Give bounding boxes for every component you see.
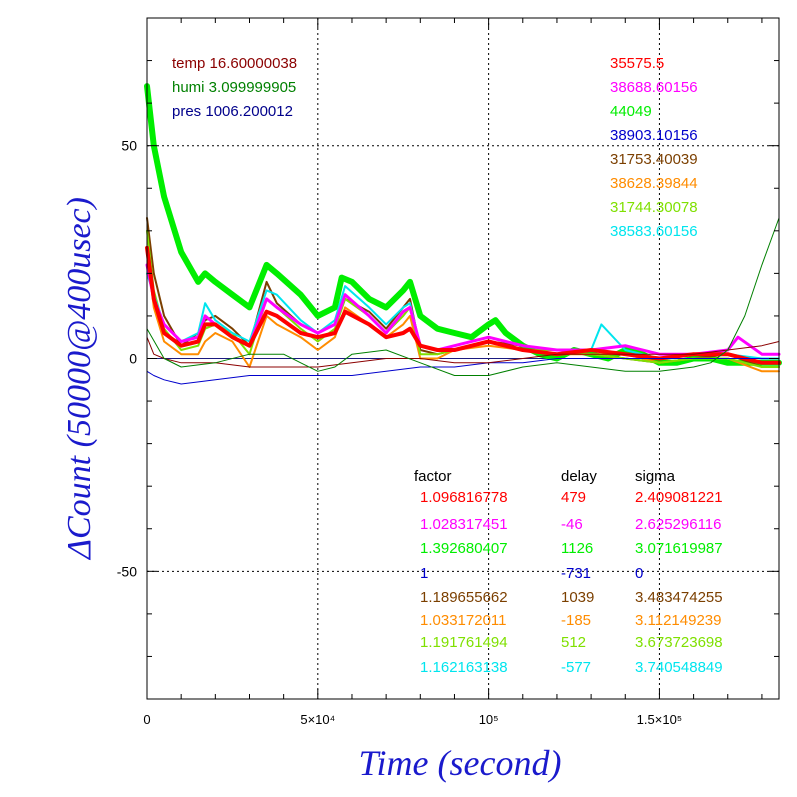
series-line [146,358,780,385]
tick-marks [146,17,779,700]
table-factor: 1.189655662 [420,589,508,606]
tick-labels: 0 5×10⁴ 10⁵ 1.5×10⁵ 50 0 -50 [117,138,682,727]
table-factor: 1.191761494 [420,634,508,651]
table-factor: 1.162163138 [420,659,508,676]
y-tick-label: -50 [117,563,137,579]
y-tick-label: 0 [129,351,137,367]
param-table: factor delay sigma 1.096816778 479 2.409… [414,468,723,676]
table-factor: 1 [420,565,428,582]
table-factor: 1.096816778 [420,489,508,506]
table-sigma: 3.483474255 [635,589,723,606]
series-line [145,245,781,365]
mean-label: 38583.60156 [610,223,698,240]
x-tick-label: 5×10⁴ [300,712,335,727]
table-sigma: 3.071619987 [635,540,723,557]
x-tick-label: 10⁵ [479,712,499,727]
table-factor: 1.392680407 [420,540,508,557]
table-delay: 479 [561,489,586,506]
table-sigma: 2.625296116 [635,516,721,533]
weather-pres: pres 1006.200012 [172,103,293,120]
table-sigma: 2.409081221 [635,489,723,506]
series-line [145,263,781,356]
mean-label: 44049 [610,103,652,120]
table-factor: 1.033172011 [420,612,506,629]
series-line [146,272,780,360]
table-delay: -46 [561,516,583,533]
series-line [146,336,780,368]
series-group [144,83,782,385]
mean-labels: 35575.5 38688.60156 44049 38903.10156 31… [610,55,698,240]
x-tick-label: 0 [143,712,150,727]
mean-label: 31753.40039 [610,151,698,168]
mean-label: 38903.10156 [610,127,698,144]
mean-label: 38688.60156 [610,79,698,96]
table-delay: 512 [561,634,586,651]
mean-label: 35575.5 [610,55,664,72]
weather-labels: temp 16.60000038 humi 3.099999905 pres 1… [172,55,297,120]
table-header-factor: factor [414,468,452,485]
series-line [146,217,780,376]
mean-label: 31744.30078 [610,199,698,216]
weather-humi: humi 3.099999905 [172,79,296,96]
table-delay: -185 [561,612,591,629]
y-axis-label: ΔCount (50000@400usec) [61,197,98,561]
table-factor: 1.028317451 [420,516,508,533]
table-delay: -577 [561,659,591,676]
table-delay: -731 [561,565,591,582]
table-header-delay: delay [561,468,597,485]
weather-temp: temp 16.60000038 [172,55,297,72]
table-sigma: 3.740548849 [635,659,723,676]
table-header-sigma: sigma [635,468,676,485]
table-sigma: 3.673723698 [635,634,723,651]
table-sigma: 3.112149239 [635,612,721,629]
table-delay: 1126 [561,540,593,557]
mean-label: 38628.39844 [610,175,698,192]
y-tick-label: 50 [121,138,137,154]
table-sigma: 0 [635,565,643,582]
x-axis-label: Time (second) [359,743,562,783]
x-tick-label: 1.5×10⁵ [637,712,683,727]
table-delay: 1039 [561,589,594,606]
